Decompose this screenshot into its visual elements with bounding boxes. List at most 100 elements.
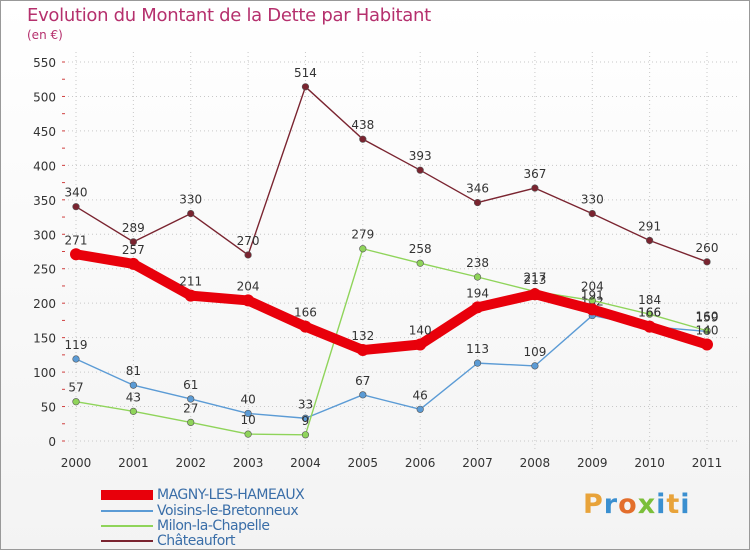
legend-swatch — [101, 509, 153, 512]
y-tick-label: 150 — [33, 332, 56, 346]
data-label-milon-la-chapelle: 160 — [696, 310, 719, 324]
y-tick-label: 200 — [33, 297, 56, 311]
data-label-voisins-le-bretonneux: 61 — [183, 378, 198, 392]
y-tick-label: 50 — [41, 401, 56, 415]
y-tick-label: 350 — [33, 194, 56, 208]
data-point-voisins-le-bretonneux — [244, 409, 252, 418]
legend-label: MAGNY-LES-HAMEAUX — [157, 486, 305, 503]
data-label-ch-teaufort: 340 — [65, 186, 88, 200]
data-label-magny-les-hameaux: 140 — [409, 324, 432, 338]
data-label-ch-teaufort: 291 — [638, 219, 661, 233]
data-point-magny-les-hameaux — [127, 257, 140, 270]
legend-swatch — [101, 489, 153, 500]
logo-letter: i — [680, 489, 691, 520]
data-label-voisins-le-bretonneux: 40 — [240, 392, 255, 406]
y-tick-label: 100 — [33, 366, 56, 380]
data-label-magny-les-hameaux: 140 — [696, 324, 719, 338]
data-label-magny-les-hameaux: 191 — [581, 288, 604, 302]
data-point-milon-la-chapelle — [473, 273, 482, 281]
data-point-magny-les-hameaux — [414, 338, 427, 351]
data-label-ch-teaufort: 270 — [237, 234, 260, 248]
data-point-ch-teaufort — [129, 238, 137, 246]
data-label-voisins-le-bretonneux: 33 — [298, 397, 313, 411]
data-label-ch-teaufort: 393 — [409, 149, 432, 163]
x-tick-label: 2001 — [118, 456, 149, 470]
data-point-ch-teaufort — [473, 198, 482, 207]
data-label-voisins-le-bretonneux: 119 — [65, 338, 88, 352]
legend-swatch — [101, 524, 153, 527]
proxiti-logo: Proxiti — [583, 489, 691, 520]
data-label-milon-la-chapelle: 238 — [466, 256, 489, 270]
logo-letter: i — [656, 489, 667, 520]
legend-item-voisins-le-bretonneux: Voisins-le-Bretonneux — [101, 502, 299, 519]
data-point-voisins-le-bretonneux — [531, 362, 539, 370]
data-label-ch-teaufort: 330 — [179, 193, 202, 207]
legend-swatch — [101, 539, 153, 542]
y-tick-label: 300 — [33, 228, 56, 242]
y-tick-label: 500 — [33, 90, 56, 104]
logo-letter: o — [618, 489, 638, 520]
logo-letter: P — [583, 489, 604, 520]
data-label-milon-la-chapelle: 279 — [351, 228, 374, 242]
x-tick-label: 2010 — [634, 456, 665, 470]
legend-item-magny-les-hameaux: MAGNY-LES-HAMEAUX — [101, 486, 305, 503]
data-point-milon-la-chapelle — [703, 327, 711, 335]
data-label-voisins-le-bretonneux: 159 — [696, 310, 719, 324]
y-tick-label: 450 — [33, 125, 56, 139]
y-tick-label: 250 — [33, 263, 56, 277]
data-label-milon-la-chapelle: 10 — [240, 413, 255, 427]
data-label-magny-les-hameaux: 271 — [65, 233, 88, 247]
data-point-milon-la-chapelle — [301, 431, 310, 439]
series-line-ch-teaufort — [75, 86, 708, 263]
data-point-milon-la-chapelle — [359, 245, 367, 253]
data-point-voisins-le-bretonneux — [72, 355, 80, 363]
data-point-milon-la-chapelle — [72, 398, 80, 406]
series-line-voisins-le-bretonneux — [75, 314, 708, 419]
data-label-ch-teaufort: 260 — [696, 241, 719, 255]
legend-item-ch-teaufort: Châteaufort — [101, 533, 236, 549]
data-point-magny-les-hameaux — [528, 288, 541, 301]
data-label-milon-la-chapelle: 9 — [302, 414, 310, 428]
data-label-ch-teaufort: 330 — [581, 193, 604, 207]
data-label-magny-les-hameaux: 166 — [294, 306, 317, 320]
x-tick-label: 2002 — [175, 456, 206, 470]
data-point-voisins-le-bretonneux — [301, 414, 310, 422]
data-label-magny-les-hameaux: 132 — [351, 329, 374, 343]
data-point-ch-teaufort — [187, 210, 195, 218]
data-point-ch-teaufort — [359, 135, 367, 143]
data-point-magny-les-hameaux — [471, 301, 484, 314]
data-label-magny-les-hameaux: 213 — [523, 273, 546, 287]
data-point-voisins-le-bretonneux — [473, 359, 482, 367]
data-point-milon-la-chapelle — [187, 418, 195, 426]
data-label-ch-teaufort: 367 — [523, 167, 546, 181]
data-label-voisins-le-bretonneux: 81 — [126, 364, 141, 378]
y-tick-label: 0 — [48, 435, 56, 449]
data-point-ch-teaufort — [244, 251, 252, 259]
data-point-ch-teaufort — [301, 83, 310, 91]
data-point-magny-les-hameaux — [701, 338, 713, 351]
data-point-magny-les-hameaux — [356, 344, 369, 357]
x-tick-label: 2004 — [290, 456, 321, 470]
data-point-magny-les-hameaux — [643, 320, 656, 333]
data-label-milon-la-chapelle: 27 — [183, 401, 198, 415]
data-point-magny-les-hameaux — [70, 248, 82, 261]
logo-letter: x — [637, 489, 657, 520]
data-label-magny-les-hameaux: 194 — [466, 286, 489, 300]
data-label-milon-la-chapelle: 43 — [126, 390, 141, 404]
data-label-ch-teaufort: 514 — [294, 66, 317, 80]
data-point-milon-la-chapelle — [646, 310, 654, 318]
data-point-ch-teaufort — [72, 203, 80, 211]
y-tick-label: 550 — [33, 56, 56, 70]
data-point-magny-les-hameaux — [299, 320, 312, 333]
data-label-milon-la-chapelle: 204 — [581, 279, 604, 293]
data-label-magny-les-hameaux: 211 — [179, 275, 202, 289]
chart-title: Evolution du Montant de la Dette par Hab… — [27, 5, 431, 26]
legend-label: Voisins-le-Bretonneux — [157, 502, 299, 519]
data-label-milon-la-chapelle: 258 — [409, 242, 432, 256]
data-label-ch-teaufort: 438 — [351, 118, 374, 132]
data-point-ch-teaufort — [703, 258, 711, 266]
data-label-milon-la-chapelle: 217 — [523, 270, 546, 284]
data-point-voisins-le-bretonneux — [359, 391, 367, 399]
